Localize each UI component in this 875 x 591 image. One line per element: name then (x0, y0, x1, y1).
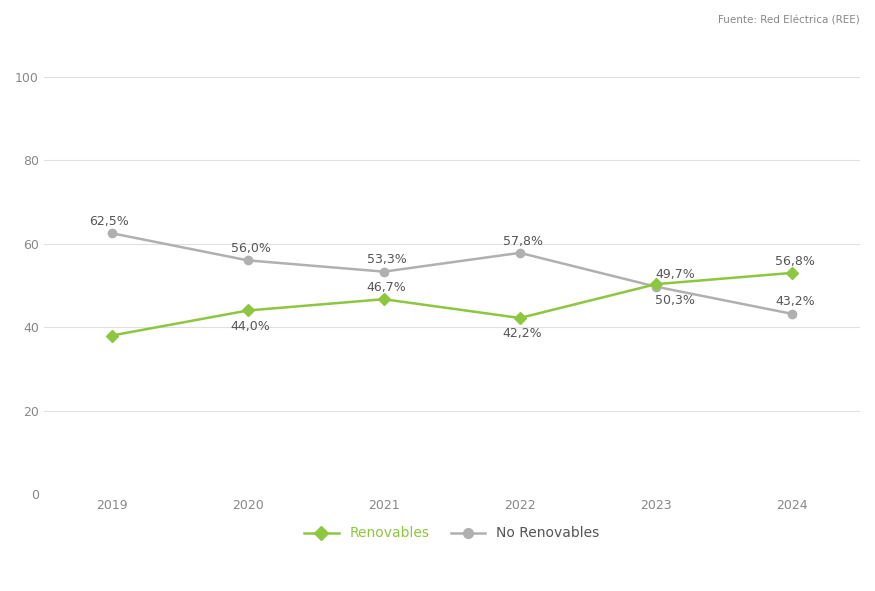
Text: 50,3%: 50,3% (655, 294, 696, 307)
Text: 43,2%: 43,2% (775, 296, 815, 309)
Text: 53,3%: 53,3% (367, 254, 407, 267)
Text: 49,7%: 49,7% (655, 268, 696, 281)
Text: 44,0%: 44,0% (231, 320, 270, 333)
Legend: Renovables, No Renovables: Renovables, No Renovables (298, 521, 606, 546)
Text: 56,8%: 56,8% (775, 255, 815, 268)
Text: 56,0%: 56,0% (231, 242, 270, 255)
Text: Fuente: Red Eléctrica (REE): Fuente: Red Eléctrica (REE) (718, 15, 860, 25)
Text: 62,5%: 62,5% (89, 215, 129, 228)
Text: 57,8%: 57,8% (502, 235, 542, 248)
Text: 46,7%: 46,7% (367, 281, 407, 294)
Text: 42,2%: 42,2% (503, 327, 542, 340)
